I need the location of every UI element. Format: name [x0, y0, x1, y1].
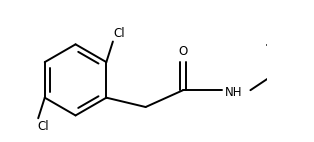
Text: Cl: Cl — [37, 120, 49, 133]
Text: NH: NH — [225, 85, 243, 99]
Text: Cl: Cl — [114, 27, 126, 40]
Text: O: O — [178, 45, 188, 58]
